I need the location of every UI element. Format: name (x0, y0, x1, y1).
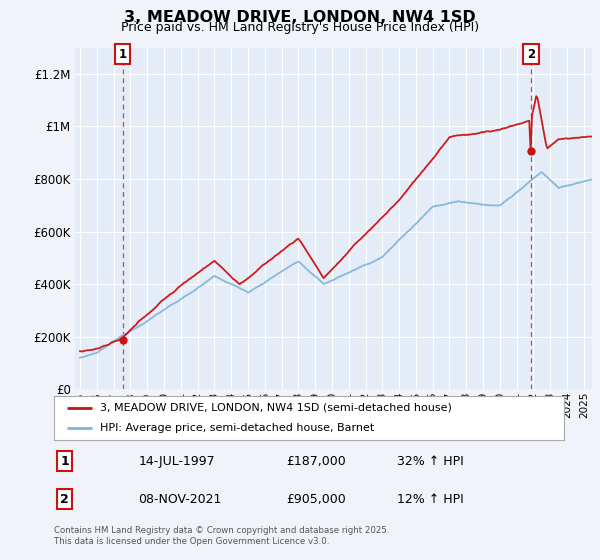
Text: 08-NOV-2021: 08-NOV-2021 (139, 493, 222, 506)
Text: £905,000: £905,000 (286, 493, 346, 506)
Text: 12% ↑ HPI: 12% ↑ HPI (397, 493, 464, 506)
Text: 14-JUL-1997: 14-JUL-1997 (139, 455, 215, 468)
Text: 3, MEADOW DRIVE, LONDON, NW4 1SD (semi-detached house): 3, MEADOW DRIVE, LONDON, NW4 1SD (semi-d… (100, 403, 452, 413)
Text: 1: 1 (119, 48, 127, 60)
Text: Price paid vs. HM Land Registry's House Price Index (HPI): Price paid vs. HM Land Registry's House … (121, 21, 479, 34)
Text: HPI: Average price, semi-detached house, Barnet: HPI: Average price, semi-detached house,… (100, 423, 374, 433)
Text: £187,000: £187,000 (286, 455, 346, 468)
Text: 3, MEADOW DRIVE, LONDON, NW4 1SD: 3, MEADOW DRIVE, LONDON, NW4 1SD (124, 10, 476, 25)
Text: 32% ↑ HPI: 32% ↑ HPI (397, 455, 464, 468)
Text: 2: 2 (527, 48, 535, 60)
Text: 1: 1 (60, 455, 69, 468)
Text: Contains HM Land Registry data © Crown copyright and database right 2025.
This d: Contains HM Land Registry data © Crown c… (54, 526, 389, 546)
Text: 2: 2 (60, 493, 69, 506)
